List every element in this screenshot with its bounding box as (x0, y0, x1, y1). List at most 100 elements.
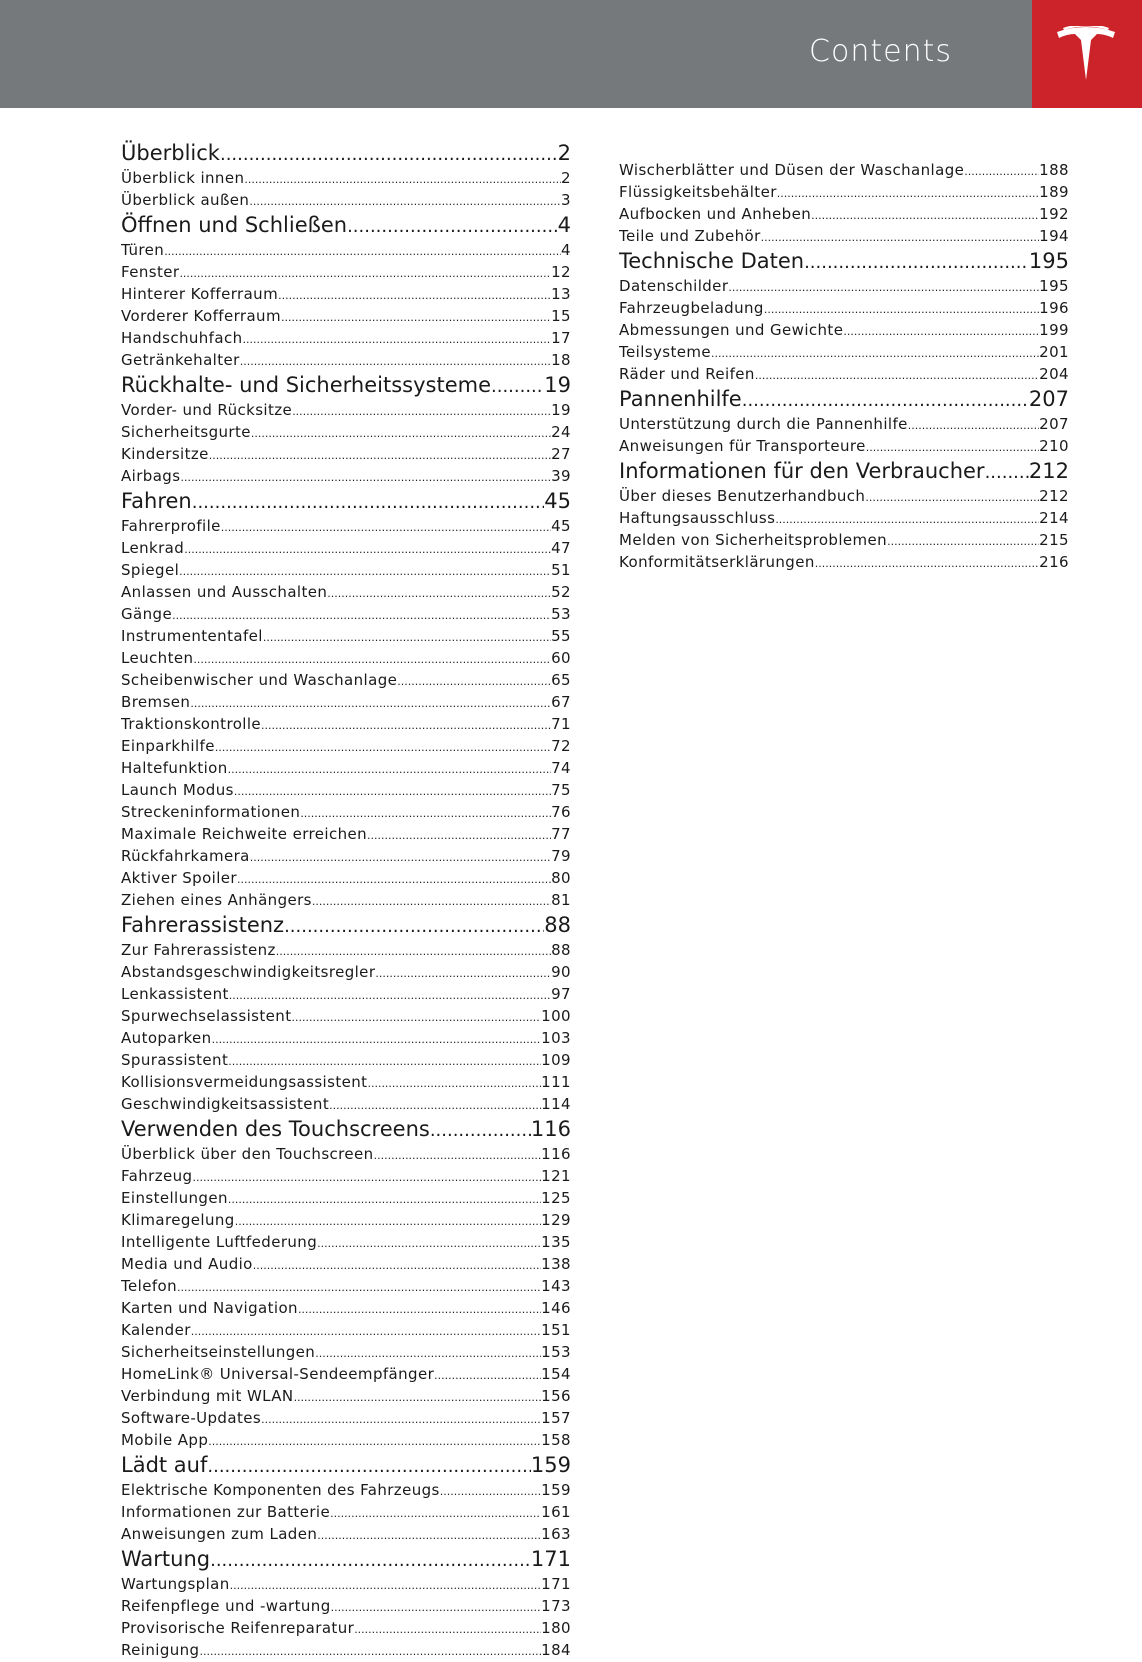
toc-entry[interactable]: Intelligente Luftfederung 135 (121, 1232, 571, 1254)
toc-entry[interactable]: Getränkehalter 18 (121, 350, 571, 372)
toc-entry[interactable]: Kalender 151 (121, 1320, 571, 1342)
toc-entry[interactable]: Wartungsplan 171 (121, 1574, 571, 1596)
toc-entry[interactable]: Vorder- und Rücksitze 19 (121, 400, 571, 422)
toc-entry[interactable]: Kollisionsvermeidungsassistent 111 (121, 1072, 571, 1094)
toc-entry[interactable]: Lenkrad 47 (121, 538, 571, 560)
entry-title: Bremsen (121, 693, 191, 711)
toc-entry[interactable]: Spiegel 51 (121, 560, 571, 582)
toc-section-heading[interactable]: Überblick 2 (121, 140, 571, 168)
toc-entry[interactable]: Aufbocken und Anheben 192 (619, 204, 1069, 226)
leader-dots (190, 694, 551, 714)
leader-dots (865, 488, 1039, 508)
toc-entry[interactable]: Media und Audio 138 (121, 1254, 571, 1276)
toc-entry[interactable]: Wischerblätter und Düsen der Waschanlage… (619, 160, 1069, 182)
toc-entry[interactable]: Zur Fahrerassistenz 88 (121, 940, 571, 962)
toc-entry[interactable]: Überblick außen 3 (121, 190, 571, 212)
entry-page: 52 (551, 583, 571, 601)
toc-entry[interactable]: Gänge 53 (121, 604, 571, 626)
toc-entry[interactable]: Teile und Zubehör 194 (619, 226, 1069, 248)
toc-entry[interactable]: Aktiver Spoiler 80 (121, 868, 571, 890)
entry-title: Teilsysteme (619, 343, 712, 361)
toc-entry[interactable]: Streckeninformationen 76 (121, 802, 571, 824)
entry-page: 210 (1039, 437, 1069, 455)
section-title: Fahrerassistenz (121, 913, 285, 937)
toc-entry[interactable]: Spurassistent 109 (121, 1050, 571, 1072)
toc-entry[interactable]: Airbags 39 (121, 466, 571, 488)
toc-entry[interactable]: HomeLink® Universal-Sendeempfänger 154 (121, 1364, 571, 1386)
toc-entry[interactable]: Räder und Reifen 204 (619, 364, 1069, 386)
toc-entry[interactable]: Einstellungen 125 (121, 1188, 571, 1210)
toc-entry[interactable]: Kindersitze 27 (121, 444, 571, 466)
toc-entry[interactable]: Überblick über den Touchscreen 116 (121, 1144, 571, 1166)
toc-section-heading[interactable]: Öffnen und Schließen 4 (121, 212, 571, 240)
toc-entry[interactable]: Sicherheitsgurte 24 (121, 422, 571, 444)
toc-entry[interactable]: Unterstützung durch die Pannenhilfe 207 (619, 414, 1069, 436)
toc-entry[interactable]: Traktionskontrolle 71 (121, 714, 571, 736)
toc-entry[interactable]: Spurwechselassistent 100 (121, 1006, 571, 1028)
toc-entry[interactable]: Einparkhilfe 72 (121, 736, 571, 758)
toc-entry[interactable]: Fahrerprofile 45 (121, 516, 571, 538)
toc-entry[interactable]: Elektrische Komponenten des Fahrzeugs 159 (121, 1480, 571, 1502)
toc-entry[interactable]: Flüssigkeitsbehälter 189 (619, 182, 1069, 204)
toc-section-heading[interactable]: Fahren 45 (121, 488, 571, 516)
toc-entry[interactable]: Konformitätserklärungen 216 (619, 552, 1069, 574)
toc-entry[interactable]: Klimaregelung 129 (121, 1210, 571, 1232)
toc-entry[interactable]: Abstandsgeschwindigkeitsregler 90 (121, 962, 571, 984)
toc-entry[interactable]: Geschwindigkeitsassistent 114 (121, 1094, 571, 1116)
toc-entry[interactable]: Fenster 12 (121, 262, 571, 284)
toc-entry[interactable]: Ziehen eines Anhängers 81 (121, 890, 571, 912)
toc-entry[interactable]: Telefon 143 (121, 1276, 571, 1298)
toc-entry[interactable]: Leuchten 60 (121, 648, 571, 670)
toc-section-heading[interactable]: Pannenhilfe 207 (619, 386, 1069, 414)
toc-entry[interactable]: Karten und Navigation 146 (121, 1298, 571, 1320)
toc-entry[interactable]: Anweisungen zum Laden 163 (121, 1524, 571, 1546)
toc-entry[interactable]: Provisorische Reifenreparatur 180 (121, 1618, 571, 1640)
toc-entry[interactable]: Hinterer Kofferraum 13 (121, 284, 571, 306)
entry-title: Einparkhilfe (121, 737, 215, 755)
toc-section-heading[interactable]: Verwenden des Touchscreens 116 (121, 1116, 571, 1144)
toc-entry[interactable]: Lenkassistent 97 (121, 984, 571, 1006)
toc-entry[interactable]: Scheibenwischer und Waschanlage 65 (121, 670, 571, 692)
toc-entry[interactable]: Handschuhfach 17 (121, 328, 571, 350)
toc-entry[interactable]: Reinigung 184 (121, 1640, 571, 1662)
toc-entry[interactable]: Haltefunktion 74 (121, 758, 571, 780)
toc-entry[interactable]: Fahrzeug 121 (121, 1166, 571, 1188)
toc-section-heading[interactable]: Informationen für den Verbraucher 212 (619, 458, 1069, 486)
toc-entry[interactable]: Maximale Reichweite erreichen 77 (121, 824, 571, 846)
toc-section-heading[interactable]: Technische Daten 195 (619, 248, 1069, 276)
toc-entry[interactable]: Haftungsausschluss 214 (619, 508, 1069, 530)
leader-dots (375, 964, 551, 984)
toc-entry[interactable]: Anlassen und Ausschalten 52 (121, 582, 571, 604)
toc-entry[interactable]: Software-Updates 157 (121, 1408, 571, 1430)
entry-page: 146 (541, 1299, 571, 1317)
toc-entry[interactable]: Rückfahrkamera 79 (121, 846, 571, 868)
toc-entry[interactable]: Reifenpflege und -wartung 173 (121, 1596, 571, 1618)
toc-entry[interactable]: Über dieses Benutzerhandbuch 212 (619, 486, 1069, 508)
toc-entry[interactable]: Launch Modus 75 (121, 780, 571, 802)
toc-section-heading[interactable]: Lädt auf 159 (121, 1452, 571, 1480)
toc-entry[interactable]: Vorderer Kofferraum 15 (121, 306, 571, 328)
toc-section-heading[interactable]: Wartung 171 (121, 1546, 571, 1574)
entry-page: 60 (551, 649, 571, 667)
toc-entry[interactable]: Fahrzeugbeladung 196 (619, 298, 1069, 320)
toc-section-heading[interactable]: Rückhalte- und Sicherheitssysteme 19 (121, 372, 571, 400)
leader-dots (180, 468, 551, 488)
toc-entry[interactable]: Abmessungen und Gewichte 199 (619, 320, 1069, 342)
toc-entry[interactable]: Informationen zur Batterie 161 (121, 1502, 571, 1524)
entry-title: Spurassistent (121, 1051, 229, 1069)
entry-title: Sicherheitseinstellungen (121, 1343, 316, 1361)
toc-entry[interactable]: Teilsysteme 201 (619, 342, 1069, 364)
entry-page: 13 (551, 285, 571, 303)
toc-entry[interactable]: Mobile App 158 (121, 1430, 571, 1452)
toc-entry[interactable]: Bremsen 67 (121, 692, 571, 714)
toc-section-heading[interactable]: Fahrerassistenz 88 (121, 912, 571, 940)
toc-entry[interactable]: Instrumententafel 55 (121, 626, 571, 648)
toc-entry[interactable]: Türen 4 (121, 240, 571, 262)
toc-entry[interactable]: Melden von Sicherheitsproblemen 215 (619, 530, 1069, 552)
toc-entry[interactable]: Sicherheitseinstellungen 153 (121, 1342, 571, 1364)
toc-entry[interactable]: Autoparken 103 (121, 1028, 571, 1050)
toc-entry[interactable]: Überblick innen 2 (121, 168, 571, 190)
toc-entry[interactable]: Datenschilder 195 (619, 276, 1069, 298)
toc-entry[interactable]: Verbindung mit WLAN 156 (121, 1386, 571, 1408)
toc-entry[interactable]: Anweisungen für Transporteure 210 (619, 436, 1069, 458)
